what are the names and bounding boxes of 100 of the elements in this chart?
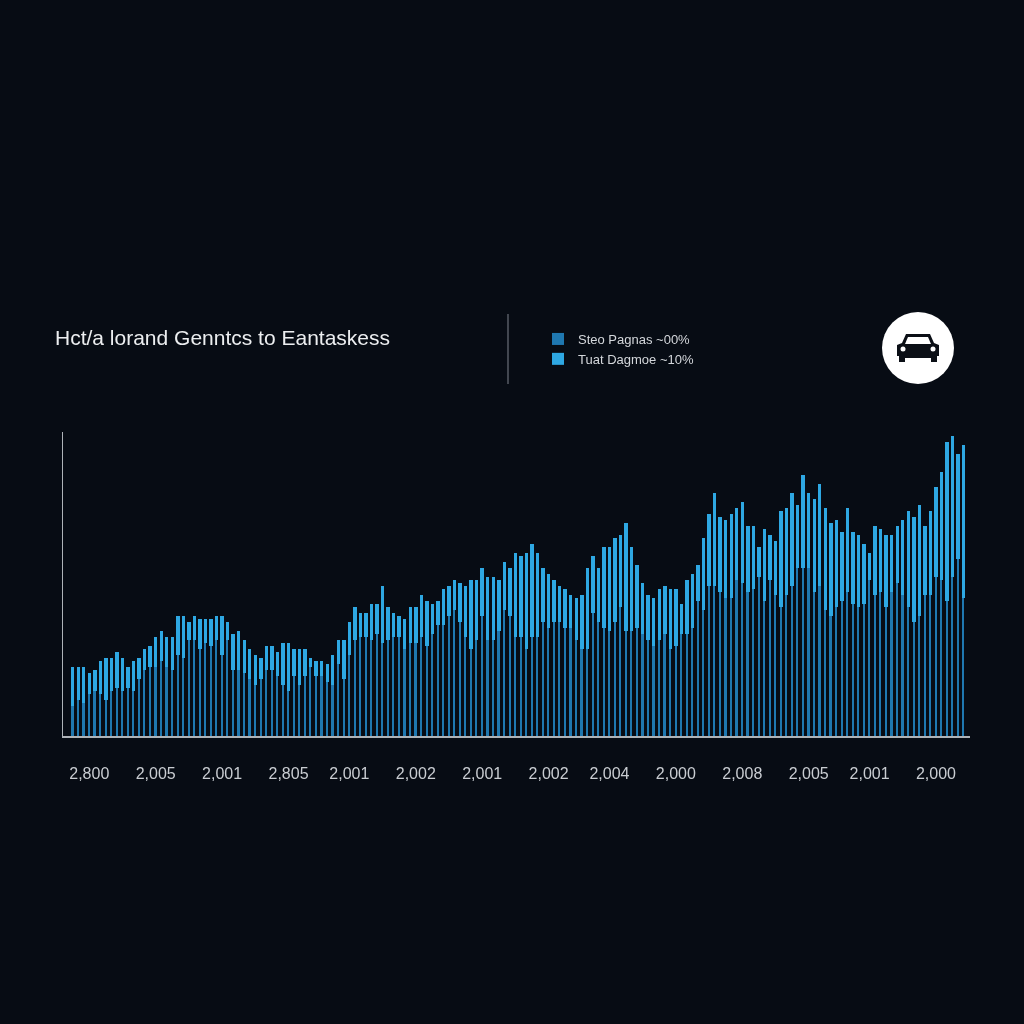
bar [934,487,938,577]
bar [93,691,96,736]
bar [392,613,395,637]
bar [88,694,90,736]
bar [680,634,682,736]
bar [470,649,472,736]
bar [918,505,921,616]
bar [337,664,339,736]
bar [896,526,899,583]
bar [702,610,704,736]
bar [409,607,412,643]
bar [459,622,461,736]
bar [221,655,223,736]
bar [348,622,351,655]
bar [940,472,943,580]
bar [619,535,622,607]
bar [187,622,191,640]
bar [785,508,788,595]
bar [813,499,816,592]
x-tick-label: 2,001 [462,764,503,782]
bar [392,637,394,736]
bar [381,586,384,643]
bar [403,619,406,649]
bar [796,568,798,736]
bar [531,637,533,736]
bar [901,520,904,595]
bar [154,667,157,736]
bar [442,625,444,736]
bar [542,622,544,736]
bar [447,586,451,616]
bar [353,607,357,640]
bar [658,589,661,640]
bar [514,553,517,637]
bar [575,640,577,736]
bar [769,580,771,736]
bar [874,595,876,736]
bar [774,595,776,736]
bar [796,505,799,568]
x-tick-label: 2,001 [849,764,890,782]
bar [791,586,793,736]
bar [337,640,340,664]
bar [818,586,821,736]
bar [154,637,157,667]
bar [824,610,826,736]
bar [785,595,787,736]
bar [553,622,555,736]
bar [674,589,678,646]
bar [160,661,162,736]
bar [82,703,85,736]
bar [248,679,251,736]
bar [370,604,373,640]
bar [730,514,733,598]
bar [309,667,311,736]
bar [586,649,588,736]
bar [901,595,904,736]
bar [99,694,101,736]
bar [962,445,965,598]
bar [525,649,527,736]
bar [458,583,462,622]
bar [231,634,235,670]
bar [198,619,202,649]
bar [464,586,467,637]
bar [614,622,616,736]
bar [829,616,832,736]
bar [807,568,810,736]
bar [182,616,185,658]
bar [829,523,833,616]
bar [863,604,865,736]
bar [271,670,273,736]
bar [824,508,827,610]
bar [768,535,772,580]
bar [940,580,942,736]
bar [121,691,123,736]
bar [497,631,500,736]
bar [541,568,545,622]
bar [945,442,949,601]
bar [547,574,550,628]
bar [304,676,306,736]
bar [276,652,279,676]
x-tick-label: 2,005 [135,764,176,782]
bar [907,607,909,736]
bar [254,685,256,736]
x-tick-label: 2,800 [69,764,110,782]
bar [425,601,429,646]
bar [315,676,317,736]
bar [381,643,383,736]
bar [818,484,821,586]
bar [630,631,632,736]
bar [331,685,334,736]
bar [475,580,478,640]
bar [171,670,173,736]
bar [215,640,217,736]
bar [453,580,456,610]
bar [237,631,240,670]
bar [851,532,855,604]
bar [110,691,112,736]
x-tick-label: 2,004 [589,764,630,782]
bar [835,520,838,607]
bar [442,589,445,625]
bar [143,649,146,670]
